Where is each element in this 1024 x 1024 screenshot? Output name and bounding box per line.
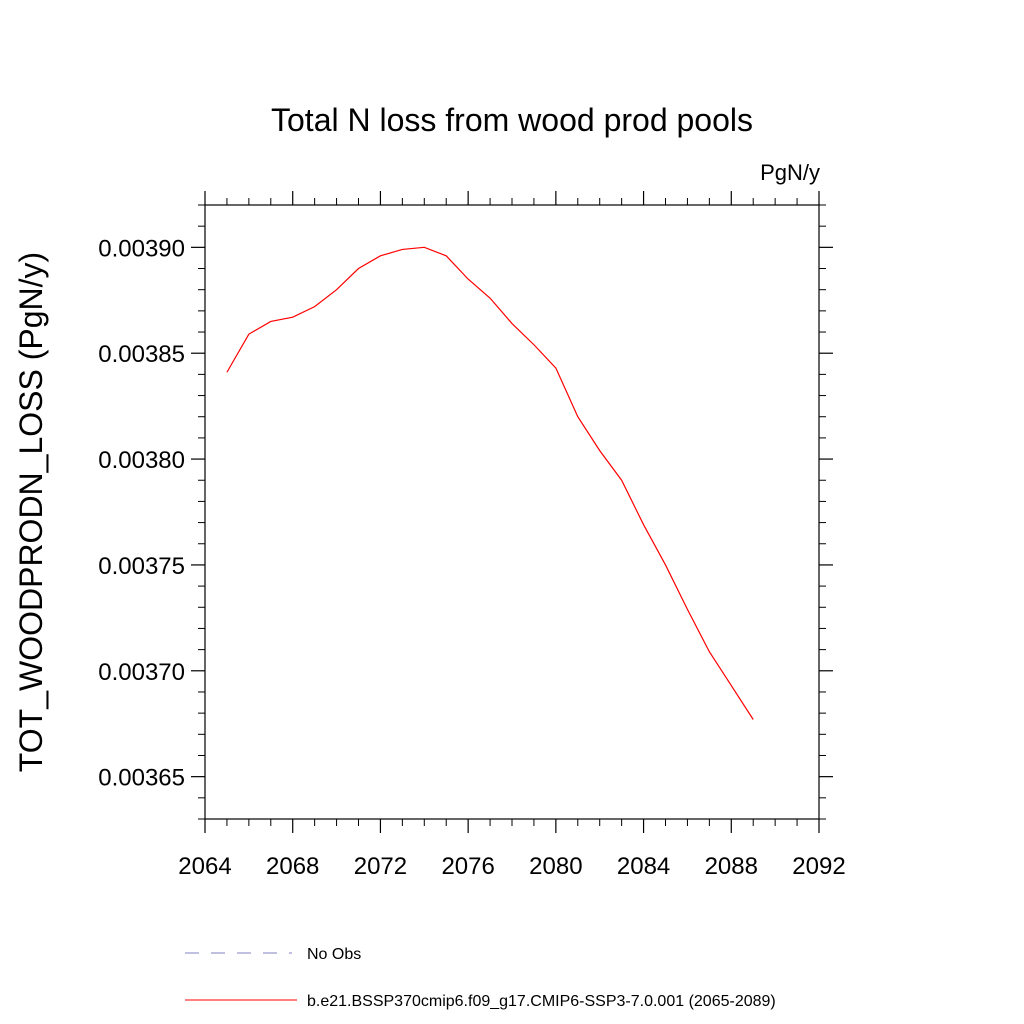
x-tick-label: 2080 <box>529 853 582 880</box>
x-tick-label: 2076 <box>441 853 494 880</box>
plot-frame <box>204 204 820 820</box>
x-tick-label: 2088 <box>705 853 758 880</box>
y-tick-label: 0.00380 <box>98 447 185 474</box>
x-tick-labels: 2064 2068 2072 2076 2080 2084 2088 2092 <box>178 853 845 880</box>
axis-ticks <box>191 191 833 833</box>
y-tick-label: 0.00370 <box>98 659 185 686</box>
chart-title: Total N loss from wood prod pools <box>271 102 753 138</box>
y-tick-labels: 0.00365 0.00370 0.00375 0.00380 0.00385 0.003… <box>98 235 185 791</box>
legend-label-ssp370: b.e21.BSSP370cmip6.f09_g17.CMIP6-SSP3-7.… <box>307 993 776 1010</box>
y-axis-label: TOT_WOODPRODN_LOSS (PgN/y) <box>13 252 49 772</box>
y-tick-label: 0.00365 <box>98 765 185 792</box>
y-tick-label: 0.00390 <box>98 235 185 262</box>
x-tick-label: 2072 <box>354 853 407 880</box>
x-tick-label: 2092 <box>792 853 845 880</box>
x-tick-label: 2064 <box>178 853 231 880</box>
legend: No Obs b.e21.BSSP370cmip6.f09_g17.CMIP6-… <box>185 946 776 1010</box>
series-lines <box>226 246 754 720</box>
y-tick-label: 0.00385 <box>98 341 185 368</box>
legend-label-no-obs: No Obs <box>307 946 361 963</box>
y-tick-label: 0.00375 <box>98 553 185 580</box>
x-tick-label: 2068 <box>266 853 319 880</box>
units-label: PgN/y <box>760 160 820 185</box>
x-tick-label: 2084 <box>617 853 670 880</box>
series-line-1 <box>226 246 754 720</box>
